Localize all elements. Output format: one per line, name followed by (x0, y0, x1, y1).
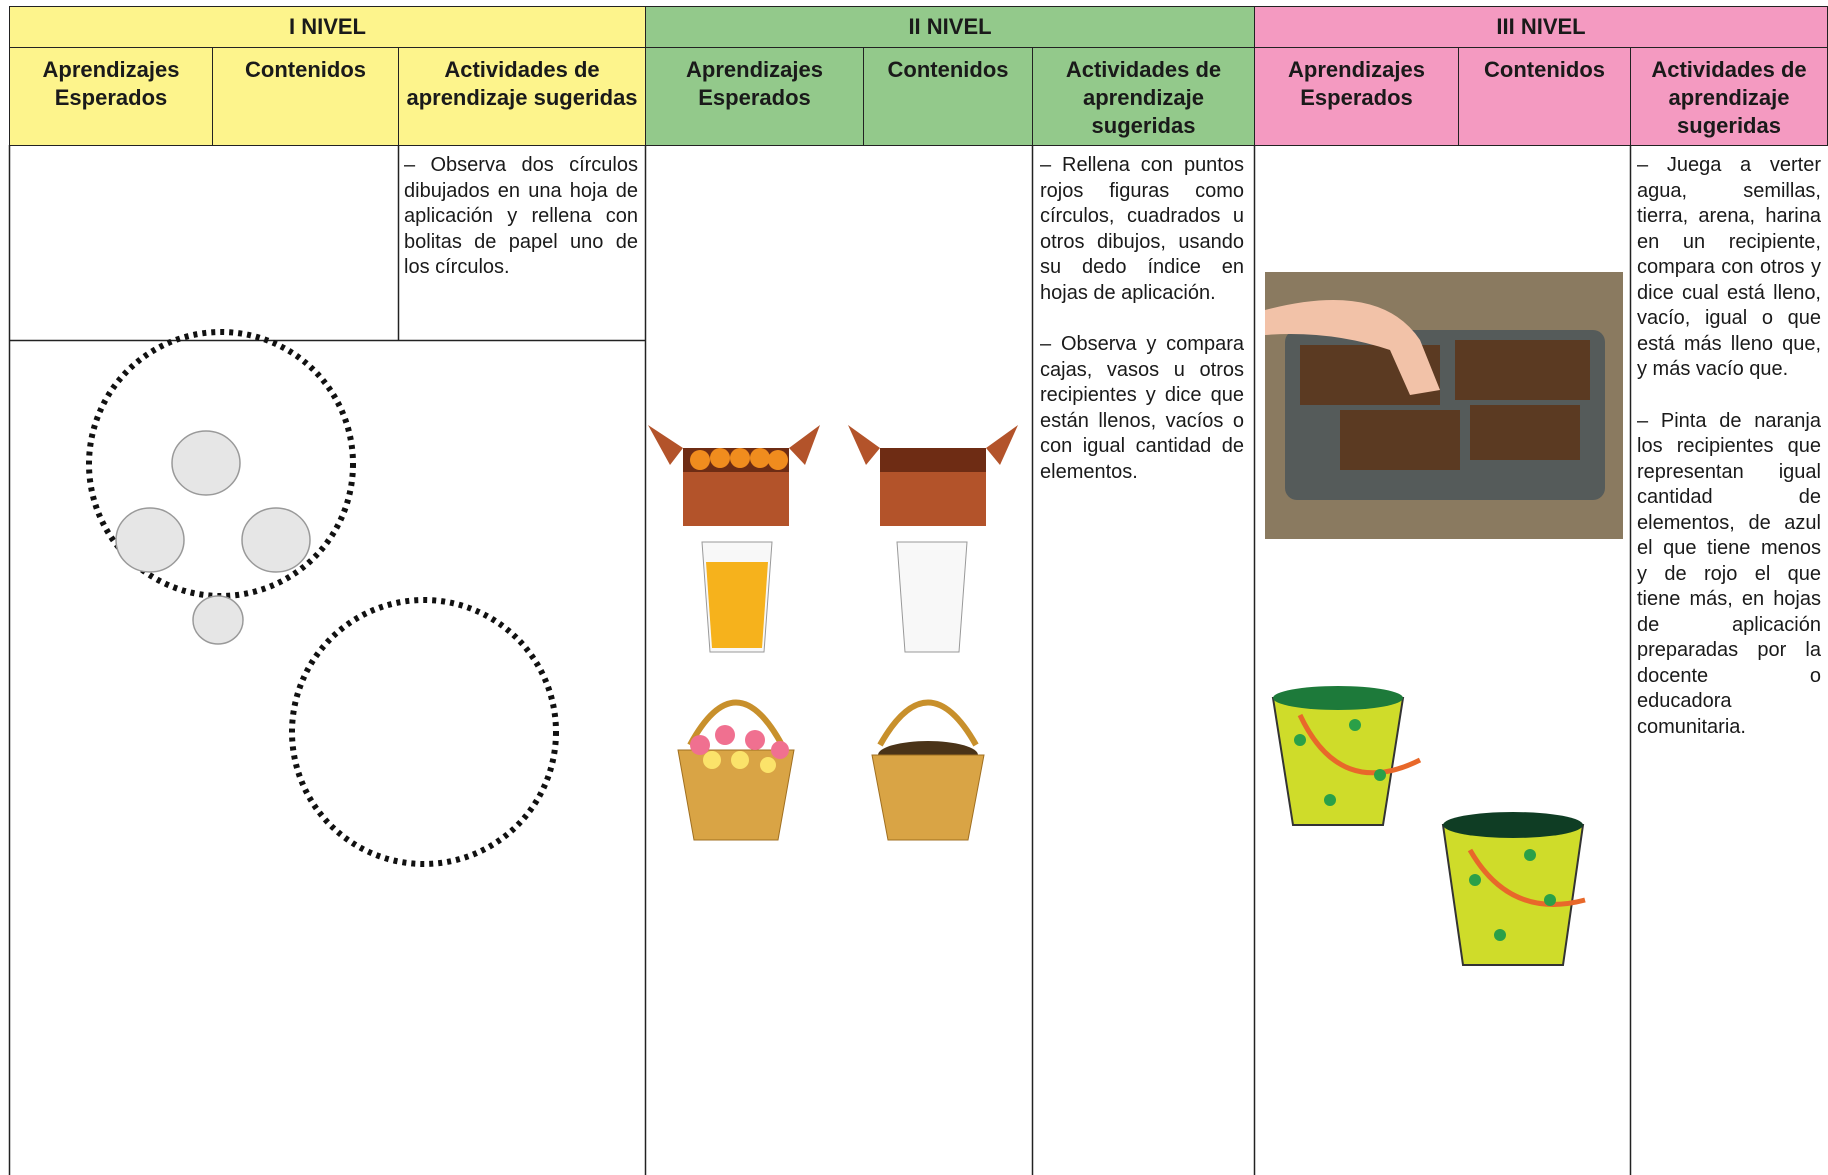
column-header: Contenidos (212, 47, 399, 146)
column-header: Actividades de aprendizaje sugeridas (1630, 47, 1828, 146)
activity-text: – Observa dos círculos dibujados en una … (404, 154, 638, 278)
level-title: I NIVEL (9, 6, 646, 48)
column-header: Actividades de aprendizaje sugeridas (398, 47, 646, 146)
activities: – Rellena con puntos rojos figuras como … (1040, 153, 1244, 511)
column-header: Aprendizajes Esperados (645, 47, 864, 146)
activity-text: – Rellena con puntos rojos figuras como … (1040, 154, 1244, 304)
activity-text: – Juega a verter agua, semillas, tierra,… (1637, 154, 1821, 380)
activity-text: – Pinta de naranja los recipientes que r… (1637, 409, 1821, 738)
column-header: Aprendizajes Esperados (1254, 47, 1459, 146)
column-header: Aprendizajes Esperados (9, 47, 213, 146)
level-title: III NIVEL (1254, 6, 1828, 48)
column-header: Actividades de aprendizaje sugeridas (1032, 47, 1255, 146)
activity-text: – Observa y compara cajas, vasos u otros… (1040, 333, 1244, 483)
activities: – Observa dos círculos dibujados en una … (404, 153, 638, 307)
activities: – Juega a verter agua, semillas, tierra,… (1637, 153, 1821, 766)
column-header: Contenidos (863, 47, 1033, 146)
